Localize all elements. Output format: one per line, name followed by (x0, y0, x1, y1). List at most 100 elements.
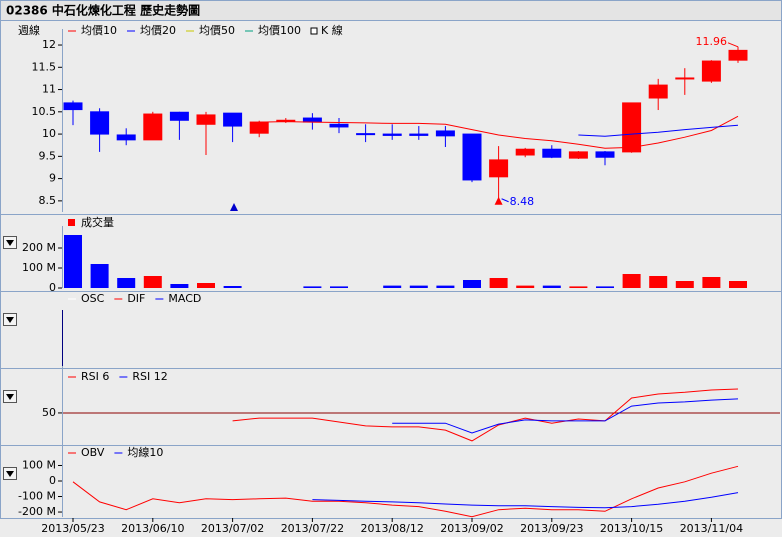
volume-bar (303, 286, 322, 288)
candle-body (356, 133, 376, 136)
candle-body (63, 102, 83, 111)
series-line (72, 465, 739, 518)
x-tick-label: 2013/07/22 (281, 522, 344, 535)
series-line (578, 124, 739, 137)
y-tick-label: 12 (42, 38, 56, 51)
y-tick-label: 100 M (22, 261, 56, 274)
candle-body (595, 151, 615, 158)
candle-body (249, 121, 269, 134)
collapse-button[interactable] (3, 236, 17, 249)
volume-bar (90, 264, 109, 288)
legend-label: OSC (81, 292, 105, 305)
candle-body (515, 148, 535, 156)
signal-marker (230, 203, 238, 211)
volume-bar (197, 283, 215, 288)
series-line (259, 115, 739, 149)
y-tick-label: 0 (49, 474, 56, 487)
y-tick-label: 9 (49, 172, 56, 185)
volume-bar (596, 286, 614, 288)
candle-body (302, 117, 322, 123)
volume-bar (675, 281, 694, 288)
min-marker (494, 196, 503, 205)
candle-body (542, 148, 562, 158)
y-tick-label: 100 M (22, 458, 56, 471)
volume-bar (223, 286, 242, 288)
period-label: 週線 (18, 23, 40, 37)
x-tick-label: 2013/05/23 (41, 522, 104, 535)
x-tick-label: 2013/09/02 (440, 522, 503, 535)
volume-bar (622, 274, 641, 288)
volume-bar (436, 285, 455, 288)
candle-body (329, 123, 349, 128)
volume-bar (489, 278, 508, 288)
candle-body (462, 133, 482, 181)
legend-label: 成交量 (81, 215, 114, 229)
y-tick-label: 11.5 (32, 60, 57, 73)
y-tick-label: 50 (42, 406, 56, 419)
max-leader (727, 42, 739, 48)
candle-body (223, 112, 243, 127)
y-tick-label: 8.5 (39, 194, 57, 207)
y-tick-label: 0 (49, 281, 56, 294)
page-title: 02386 中石化煉化工程 歷史走勢圖 (6, 3, 200, 18)
candle-body (648, 84, 668, 99)
series-line (232, 388, 739, 442)
y-tick-label: 200 M (22, 241, 56, 254)
volume-bar (383, 285, 402, 288)
candle-body (568, 151, 588, 159)
candle-body (382, 133, 402, 136)
volume-bar (463, 280, 481, 288)
legend-label: 均價10 (81, 23, 117, 37)
volume-bar (64, 235, 82, 288)
series-line (312, 492, 739, 509)
collapse-button[interactable] (3, 467, 17, 480)
y-tick-label: 11 (42, 83, 56, 96)
legend-label: OBV (81, 446, 105, 459)
series-line (392, 398, 739, 434)
legend-swatch (68, 219, 75, 226)
y-tick-label: 9.5 (39, 149, 57, 162)
volume-bar (649, 276, 668, 288)
collapse-button[interactable] (3, 390, 17, 403)
max-label: 11.96 (696, 35, 728, 48)
y-tick-label: -100 M (18, 490, 56, 503)
min-label: 8.48 (510, 195, 534, 208)
volume-bar (170, 284, 189, 288)
volume-bar (569, 286, 588, 288)
collapse-button[interactable] (3, 313, 17, 326)
x-tick-label: 2013/07/02 (201, 522, 264, 535)
volume-bar (330, 286, 348, 288)
volume-bar (702, 277, 721, 288)
candle-body (409, 133, 429, 136)
legend-swatch (310, 27, 318, 35)
candle-body (675, 77, 695, 80)
legend-label: DIF (127, 292, 145, 305)
legend-label: 均價50 (199, 23, 235, 37)
legend-label: K 線 (321, 23, 343, 37)
candle-body (728, 49, 748, 61)
candle-body (622, 102, 642, 153)
candle-body (196, 114, 216, 125)
min-leader (501, 198, 509, 203)
candle-body (143, 113, 163, 141)
x-tick-label: 2013/10/15 (600, 522, 663, 535)
y-tick-label: 10 (42, 127, 56, 140)
candle-body (435, 130, 455, 137)
candle-body (116, 134, 136, 141)
legend-label: RSI 6 (81, 370, 109, 383)
legend-label: MACD (168, 292, 201, 305)
candle-body (90, 111, 110, 135)
x-tick-label: 2013/09/23 (520, 522, 583, 535)
volume-bar (409, 285, 428, 288)
volume-bar (729, 281, 747, 288)
y-tick-label: -200 M (18, 505, 56, 518)
volume-bar (516, 285, 535, 288)
candle-body (489, 159, 509, 178)
x-tick-label: 2013/11/04 (680, 522, 743, 535)
legend-label: 均線10 (127, 445, 163, 459)
x-tick-label: 2013/06/10 (121, 522, 184, 535)
candle-body (169, 111, 189, 121)
x-tick-label: 2013/08/12 (360, 522, 423, 535)
